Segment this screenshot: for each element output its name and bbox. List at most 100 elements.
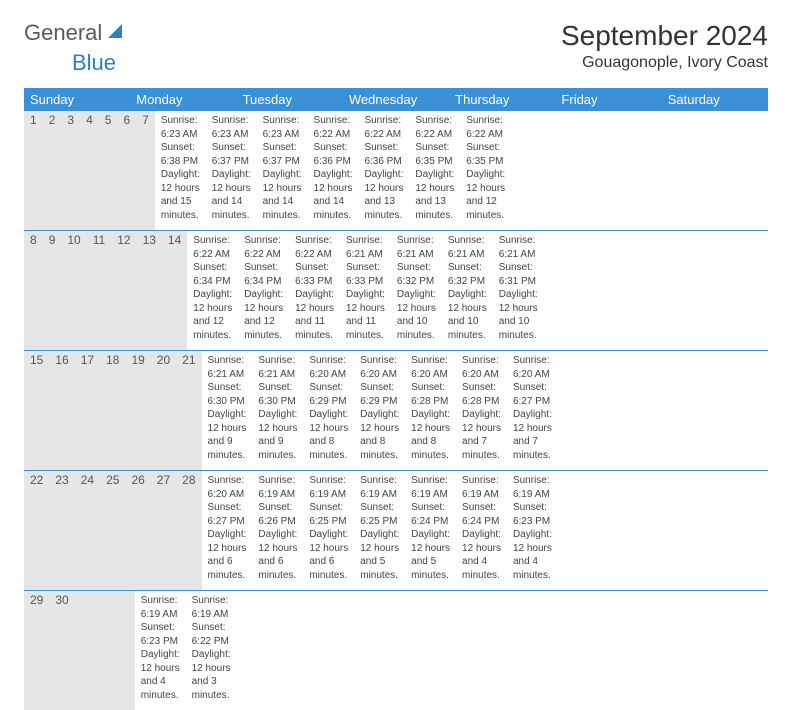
day-number: 15 — [24, 351, 49, 470]
day-ss: Sunset: 6:34 PM — [193, 261, 232, 288]
day-ss: Sunset: 6:26 PM — [258, 501, 297, 528]
day-sr: Sunrise: 6:20 AM — [411, 354, 450, 381]
day-d2: and 10 minutes. — [448, 315, 487, 342]
day-cell: Sunrise: 6:23 AMSunset: 6:38 PMDaylight:… — [155, 111, 206, 230]
day-d2: and 10 minutes. — [499, 315, 538, 342]
day-d1: Daylight: 12 hours — [309, 408, 348, 435]
day-cell: Sunrise: 6:21 AMSunset: 6:32 PMDaylight:… — [391, 231, 442, 350]
day-number — [87, 591, 99, 710]
day-d1: Daylight: 12 hours — [448, 288, 487, 315]
day-sr: Sunrise: 6:21 AM — [258, 354, 297, 381]
month-title: September 2024 — [561, 20, 768, 52]
day-cell — [237, 591, 249, 710]
day-sr: Sunrise: 6:23 AM — [263, 114, 302, 141]
day-ss: Sunset: 6:33 PM — [295, 261, 334, 288]
day-ss: Sunset: 6:33 PM — [346, 261, 385, 288]
day-d2: and 14 minutes. — [212, 195, 251, 222]
day-number — [99, 591, 111, 710]
day-sr: Sunrise: 6:19 AM — [411, 474, 450, 501]
day-sr: Sunrise: 6:22 AM — [244, 234, 283, 261]
day-cell: Sunrise: 6:21 AMSunset: 6:31 PMDaylight:… — [493, 231, 544, 350]
day-ss: Sunset: 6:32 PM — [448, 261, 487, 288]
day-d1: Daylight: 12 hours — [499, 288, 538, 315]
day-sr: Sunrise: 6:21 AM — [499, 234, 538, 261]
day-number: 19 — [125, 351, 150, 470]
day-header-sat: Saturday — [662, 88, 768, 111]
day-sr: Sunrise: 6:22 AM — [466, 114, 505, 141]
day-d1: Daylight: 12 hours — [258, 528, 297, 555]
week-bodies: Sunrise: 6:22 AMSunset: 6:34 PMDaylight:… — [187, 231, 543, 350]
day-ss: Sunset: 6:28 PM — [411, 381, 450, 408]
daynum-strip: 2930 — [24, 591, 135, 710]
day-d2: and 10 minutes. — [397, 315, 436, 342]
day-number: 18 — [100, 351, 125, 470]
day-number: 29 — [24, 591, 49, 710]
day-cell: Sunrise: 6:22 AMSunset: 6:36 PMDaylight:… — [358, 111, 409, 230]
day-cell-body: Sunrise: 6:22 AMSunset: 6:33 PMDaylight:… — [289, 231, 340, 350]
day-d1: Daylight: 12 hours — [397, 288, 436, 315]
day-sr: Sunrise: 6:22 AM — [193, 234, 232, 261]
day-number: 6 — [117, 111, 136, 230]
day-ss: Sunset: 6:23 PM — [141, 621, 180, 648]
day-d2: and 14 minutes. — [263, 195, 302, 222]
day-d1: Daylight: 12 hours — [295, 288, 334, 315]
day-number: 11 — [87, 231, 111, 350]
day-cell: Sunrise: 6:19 AMSunset: 6:23 PMDaylight:… — [507, 471, 558, 590]
day-number: 4 — [80, 111, 99, 230]
daynum-strip: 1234567 — [24, 111, 155, 230]
day-d2: and 11 minutes. — [346, 315, 385, 342]
day-ss: Sunset: 6:23 PM — [513, 501, 552, 528]
day-ss: Sunset: 6:35 PM — [415, 141, 454, 168]
day-sr: Sunrise: 6:19 AM — [360, 474, 399, 501]
day-number: 8 — [24, 231, 43, 350]
day-cell: Sunrise: 6:22 AMSunset: 6:35 PMDaylight:… — [460, 111, 511, 230]
day-cell-body — [261, 591, 273, 602]
day-sr: Sunrise: 6:23 AM — [161, 114, 200, 141]
day-cell: Sunrise: 6:19 AMSunset: 6:24 PMDaylight:… — [456, 471, 507, 590]
day-d2: and 13 minutes. — [364, 195, 403, 222]
day-cell: Sunrise: 6:19 AMSunset: 6:25 PMDaylight:… — [303, 471, 354, 590]
day-header-mon: Monday — [130, 88, 236, 111]
day-cell-body: Sunrise: 6:22 AMSunset: 6:36 PMDaylight:… — [308, 111, 359, 230]
day-cell: Sunrise: 6:22 AMSunset: 6:34 PMDaylight:… — [187, 231, 238, 350]
day-d1: Daylight: 12 hours — [258, 408, 297, 435]
logo-text-general: General — [24, 20, 102, 46]
day-cell-body — [285, 591, 297, 602]
daynum-strip: 22232425262728 — [24, 471, 202, 590]
day-cell-body: Sunrise: 6:20 AMSunset: 6:27 PMDaylight:… — [507, 351, 558, 470]
day-cell: Sunrise: 6:23 AMSunset: 6:37 PMDaylight:… — [257, 111, 308, 230]
day-cell: Sunrise: 6:19 AMSunset: 6:26 PMDaylight:… — [252, 471, 303, 590]
day-cell: Sunrise: 6:21 AMSunset: 6:30 PMDaylight:… — [252, 351, 303, 470]
day-cell-body: Sunrise: 6:22 AMSunset: 6:36 PMDaylight:… — [358, 111, 409, 230]
day-cell: Sunrise: 6:23 AMSunset: 6:37 PMDaylight:… — [206, 111, 257, 230]
day-ss: Sunset: 6:24 PM — [411, 501, 450, 528]
day-number: 3 — [61, 111, 80, 230]
day-sr: Sunrise: 6:19 AM — [258, 474, 297, 501]
day-number: 7 — [136, 111, 155, 230]
day-cell: Sunrise: 6:20 AMSunset: 6:29 PMDaylight:… — [303, 351, 354, 470]
day-d2: and 11 minutes. — [295, 315, 334, 342]
day-cell: Sunrise: 6:20 AMSunset: 6:27 PMDaylight:… — [202, 471, 253, 590]
daynum-strip: 15161718192021 — [24, 351, 202, 470]
day-sr: Sunrise: 6:21 AM — [448, 234, 487, 261]
day-d2: and 3 minutes. — [192, 675, 231, 702]
day-cell: Sunrise: 6:22 AMSunset: 6:34 PMDaylight:… — [238, 231, 289, 350]
day-cell: Sunrise: 6:20 AMSunset: 6:27 PMDaylight:… — [507, 351, 558, 470]
day-cell-body: Sunrise: 6:19 AMSunset: 6:23 PMDaylight:… — [507, 471, 558, 590]
week-bodies: Sunrise: 6:20 AMSunset: 6:27 PMDaylight:… — [202, 471, 558, 590]
day-d2: and 7 minutes. — [513, 435, 552, 462]
day-cell-body: Sunrise: 6:19 AMSunset: 6:23 PMDaylight:… — [135, 591, 186, 710]
day-d1: Daylight: 12 hours — [513, 408, 552, 435]
day-number — [123, 591, 135, 710]
day-cell-body: Sunrise: 6:19 AMSunset: 6:24 PMDaylight:… — [405, 471, 456, 590]
week-bodies: Sunrise: 6:23 AMSunset: 6:38 PMDaylight:… — [155, 111, 511, 230]
day-d1: Daylight: 12 hours — [208, 528, 247, 555]
day-ss: Sunset: 6:25 PM — [360, 501, 399, 528]
day-d1: Daylight: 12 hours — [415, 168, 454, 195]
day-sr: Sunrise: 6:22 AM — [415, 114, 454, 141]
week-row: 22232425262728Sunrise: 6:20 AMSunset: 6:… — [24, 471, 768, 591]
day-d1: Daylight: 12 hours — [462, 528, 501, 555]
day-ss: Sunset: 6:25 PM — [309, 501, 348, 528]
day-ss: Sunset: 6:29 PM — [309, 381, 348, 408]
day-number: 13 — [137, 231, 162, 350]
